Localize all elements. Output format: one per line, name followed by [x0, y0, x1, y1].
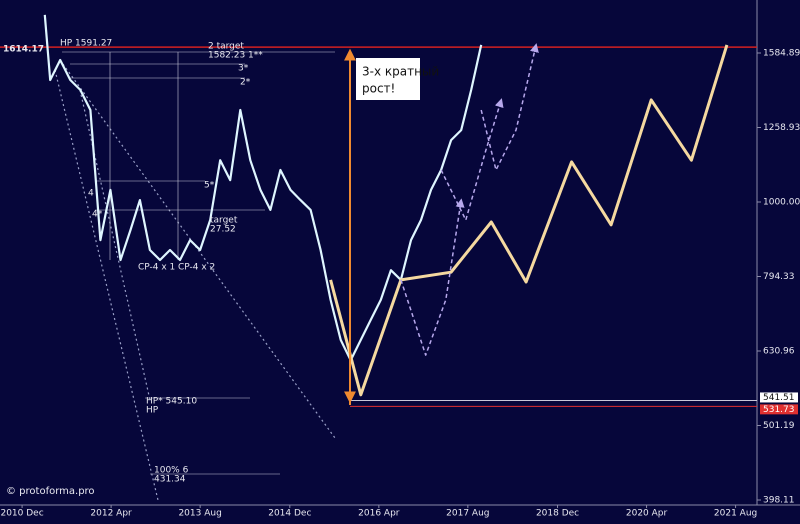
level-label: 531.73	[763, 405, 795, 415]
chart-label: 431.34	[154, 475, 186, 485]
watermark: © protoforma.pro	[6, 486, 95, 497]
level-guide	[62, 51, 335, 475]
series-line	[43, 14, 483, 362]
chart-label: HP* 545.10	[146, 397, 197, 407]
x-tick-label: 2017 Aug	[446, 509, 489, 519]
x-tick-label: 2021 Aug	[714, 509, 757, 519]
y-tick-label: 1584.89	[763, 49, 800, 59]
y-tick-label: 501.19	[763, 421, 795, 431]
projection-lines	[62, 51, 335, 475]
chart-label: CP-4 x 2	[178, 263, 215, 273]
series-line	[440, 98, 504, 221]
plot: 398.11 501.19 630.96 794.33 1000.00 1258.93 15…	[0, 14, 800, 519]
series-line	[400, 198, 465, 356]
chart-label: 1**	[248, 51, 263, 61]
chart-label: 3*	[238, 64, 249, 74]
chart-label: HP	[146, 406, 159, 416]
chart-label: CP-4 x 1	[138, 263, 175, 273]
level-label: 1614.17	[3, 45, 44, 55]
series-line	[329, 44, 729, 397]
chart-label: 2 target	[208, 42, 244, 52]
annotation: 3-х кратный	[362, 65, 439, 79]
chart-label: 4	[88, 189, 94, 199]
x-tick-label: 2018 Dec	[536, 509, 579, 519]
chart-label: 1582.23	[208, 51, 245, 61]
chart-label: 4*	[92, 210, 103, 220]
x-tick-label: 2014 Dec	[268, 509, 311, 519]
x-tick-label: 2016 Apr	[358, 509, 400, 519]
level-label: 541.51	[763, 393, 795, 403]
x-tick-label: 2010 Dec	[0, 509, 43, 519]
level-label-box	[760, 392, 798, 403]
y-tick-label: 1258.93	[763, 123, 800, 133]
x-tick-label: 2013 Aug	[178, 509, 221, 519]
y-tick-label: 398.11	[763, 495, 795, 505]
trend-line	[54, 69, 159, 501]
annotation: рост!	[362, 82, 395, 96]
chart-label: 100% 6	[154, 466, 189, 476]
y-tick-label: 794.33	[763, 272, 795, 282]
level-label-box	[760, 404, 798, 415]
x-tick-label: 2020 Apr	[626, 509, 668, 519]
trend-lines	[54, 59, 336, 501]
chart-label: HP 1591.27	[60, 39, 112, 49]
chart-label: 27.52	[210, 225, 236, 235]
level-guide	[109, 52, 179, 260]
chart-label: 5*	[204, 181, 215, 191]
y-tick-label: 1000.00	[763, 198, 800, 208]
chart-label: target	[210, 216, 238, 226]
series-line	[480, 43, 539, 171]
chart-label: 2*	[240, 78, 251, 88]
annotation-box	[356, 58, 420, 100]
x-tick-label: 2012 Apr	[90, 509, 132, 519]
y-tick-label: 630.96	[763, 346, 795, 356]
